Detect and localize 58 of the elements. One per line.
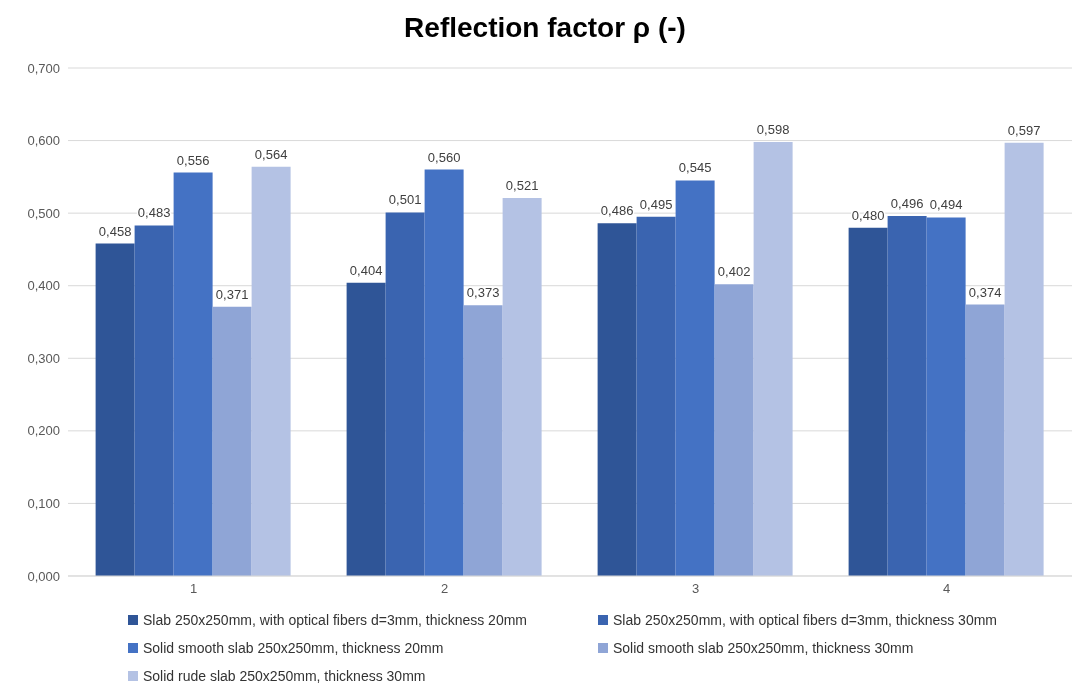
bar — [424, 169, 464, 576]
y-tick-label: 0,600 — [27, 133, 60, 149]
bar — [463, 305, 503, 576]
bar — [714, 284, 754, 576]
data-label: 0,545 — [678, 160, 712, 176]
legend-label: Slab 250x250mm, with optical fibers d=3mm, thickness 20mm — [143, 612, 527, 628]
bar — [848, 227, 888, 576]
data-label: 0,501 — [388, 192, 422, 208]
x-tick-label: 3 — [691, 581, 700, 597]
x-tick-label: 4 — [942, 581, 951, 597]
data-label: 0,521 — [505, 177, 539, 193]
bar — [346, 282, 386, 576]
bar — [385, 212, 425, 576]
legend-label: Solid smooth slab 250x250mm, thickness 30mm — [613, 640, 914, 656]
data-label: 0,495 — [639, 196, 673, 212]
bar — [926, 217, 966, 576]
data-label: 0,404 — [349, 262, 383, 278]
data-label: 0,371 — [215, 286, 249, 302]
x-tick-label: 2 — [440, 581, 449, 597]
y-tick-label: 0,200 — [27, 423, 60, 439]
data-label: 0,598 — [756, 122, 790, 138]
legend-label: Slab 250x250mm, with optical fibers d=3mm, thickness 30mm — [613, 612, 997, 628]
bar — [753, 142, 793, 576]
bar — [134, 225, 174, 576]
data-label: 0,560 — [427, 149, 461, 165]
data-label: 0,373 — [466, 285, 500, 301]
y-tick-label: 0,700 — [27, 60, 60, 76]
bar — [965, 304, 1005, 576]
data-label: 0,496 — [890, 196, 924, 212]
data-label: 0,483 — [137, 205, 171, 221]
bar — [502, 197, 542, 576]
data-label: 0,494 — [929, 197, 963, 213]
y-tick-label: 0,300 — [27, 350, 60, 366]
y-tick-label: 0,500 — [27, 205, 60, 221]
chart-title: Reflection factor ρ (-) — [403, 11, 687, 45]
bar — [675, 180, 715, 576]
data-label: 0,480 — [851, 207, 885, 223]
data-label: 0,402 — [717, 264, 751, 280]
data-label: 0,374 — [968, 284, 1002, 300]
bar — [636, 216, 676, 576]
legend-label: Solid smooth slab 250x250mm, thickness 20mm — [143, 640, 444, 656]
bar — [597, 223, 637, 576]
data-label: 0,458 — [98, 223, 132, 239]
bar — [887, 216, 927, 576]
data-label: 0,564 — [254, 146, 288, 162]
legend-label: Solid rude slab 250x250mm, thickness 30mm — [143, 668, 426, 684]
data-label: 0,597 — [1007, 122, 1041, 138]
bar — [212, 306, 252, 576]
bar — [1004, 142, 1044, 576]
bar — [251, 166, 291, 576]
x-tick-label: 1 — [189, 581, 198, 597]
data-label: 0,486 — [600, 203, 634, 219]
y-tick-label: 0,100 — [27, 496, 60, 512]
data-label: 0,556 — [176, 152, 210, 168]
y-tick-label: 0,400 — [27, 278, 60, 294]
bar — [95, 243, 135, 576]
y-tick-label: 0,000 — [27, 568, 60, 584]
bar — [173, 172, 213, 576]
